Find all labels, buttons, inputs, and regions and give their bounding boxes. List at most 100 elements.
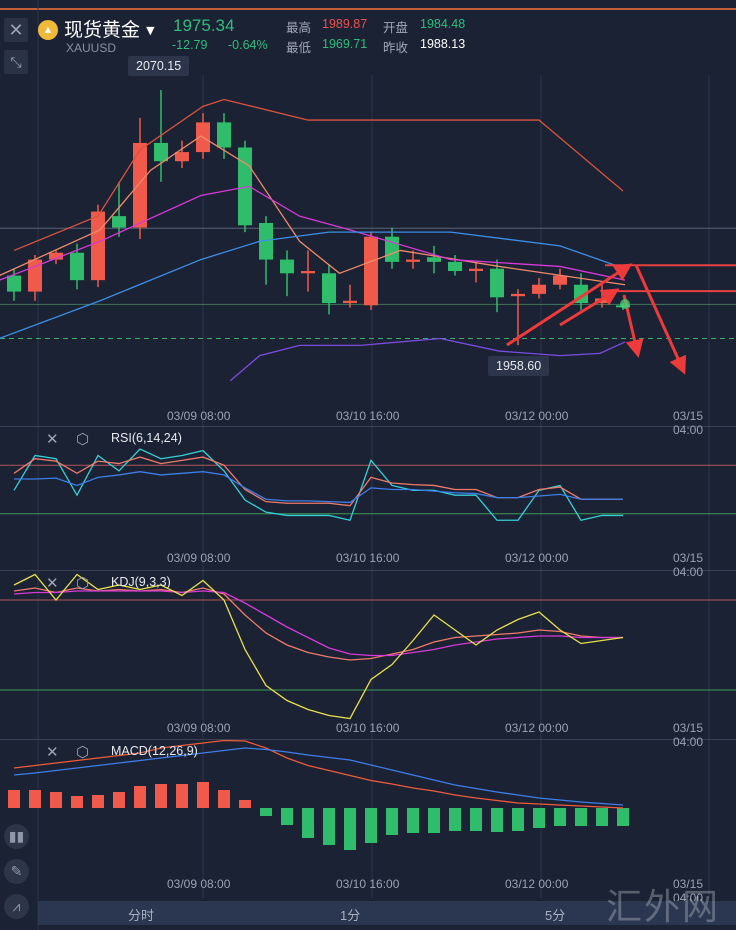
indicator-icon: ⩘: [12, 898, 21, 914]
macd-bar: [533, 808, 545, 828]
drawn-arrow: [506, 263, 633, 347]
macd-bar: [281, 808, 293, 825]
chevron-down-icon: ▼: [146, 24, 155, 37]
prev-close-label: 昨收: [383, 41, 409, 55]
macd-bar: [344, 808, 356, 850]
candle-body: [133, 142, 147, 228]
candle-body: [91, 211, 105, 281]
close-button[interactable]: ✕: [4, 18, 28, 42]
time-axis-label: 03/15 04:00: [673, 551, 704, 579]
close-macd-icon[interactable]: ✕: [46, 744, 59, 761]
time-axis-label: 03/10 16:00: [336, 409, 400, 423]
macd-bar: [575, 808, 587, 826]
collapse-button[interactable]: ⤡: [4, 50, 28, 74]
indicator-line: [13, 587, 623, 661]
symbol: XAUUSD: [66, 41, 117, 55]
candle-body: [469, 268, 483, 272]
kdj-settings-icon[interactable]: ⬡: [76, 575, 90, 592]
moving-average-line: [13, 98, 624, 252]
candle-body: [511, 293, 525, 297]
candle-body: [322, 273, 336, 304]
macd-bar: [596, 808, 608, 826]
draw-tool-button[interactable]: ✎: [4, 859, 29, 884]
candle-body: [490, 268, 504, 298]
candle-body: [364, 236, 378, 306]
candle-body: [532, 284, 546, 294]
close-kdj-icon[interactable]: ✕: [46, 575, 59, 592]
macd-bar: [386, 808, 398, 835]
macd-bar: [239, 800, 251, 808]
candle-body: [7, 275, 21, 292]
candle-body: [301, 271, 315, 274]
low-label: 最低: [286, 41, 312, 55]
macd-settings-icon[interactable]: ⬡: [76, 744, 90, 761]
indicator-line: [14, 471, 623, 504]
tab-5min[interactable]: 5分: [545, 908, 566, 923]
macd-bar: [71, 796, 83, 808]
macd-bar: [92, 795, 104, 808]
gold-icon: ▲: [38, 20, 58, 40]
tab-timeshare[interactable]: 分时: [128, 908, 155, 923]
min-price-callout: 1958.60: [488, 356, 550, 376]
macd-bar: [29, 790, 41, 808]
instrument-selector[interactable]: 现货黄金 ▼: [64, 15, 155, 42]
watermark: 汇外网: [606, 887, 721, 928]
time-axis-label: 03/10 16:00: [336, 877, 400, 891]
rsi-settings-icon[interactable]: ⬡: [76, 431, 90, 448]
macd-bar: [323, 808, 335, 845]
time-axis-label: 03/09 08:00: [167, 409, 231, 423]
time-axis-label: 03/10 16:00: [336, 721, 400, 735]
candle-body: [112, 216, 126, 228]
macd-bar: [197, 782, 209, 808]
candle-body: [70, 252, 84, 281]
candle-body: [217, 122, 231, 148]
macd-bar: [491, 808, 503, 832]
moving-average-line: [0, 185, 626, 281]
high-value: 1989.87: [322, 17, 368, 31]
last-price: 1975.34: [173, 16, 235, 35]
prev-close-value: 1988.13: [420, 37, 466, 51]
rsi-label: RSI(6,14,24): [111, 431, 182, 445]
time-axis-label: 03/15 04:00: [673, 721, 704, 749]
macd-bar: [512, 808, 524, 831]
indicator-button[interactable]: ⩘: [4, 894, 29, 919]
candlestick-type-button[interactable]: ▮▮: [4, 824, 29, 849]
time-axis-label: 03/12 00:00: [505, 409, 569, 423]
time-axis-label: 03/09 08:00: [167, 877, 231, 891]
macd-label: MACD(12,26,9): [111, 744, 198, 758]
macd-line: [13, 747, 624, 806]
macd-bar: [218, 790, 230, 808]
current-price-marker: [620, 299, 630, 309]
candlestick-icon: ▮▮: [8, 828, 25, 844]
tab-1min[interactable]: 1分: [340, 908, 361, 923]
change-percent: -0.64%: [228, 38, 268, 52]
time-axis-label: 03/12 00:00: [505, 877, 569, 891]
indicator-line: [13, 456, 623, 507]
shrink-icon: ⤡: [10, 54, 22, 70]
candle-body: [259, 222, 273, 260]
drawn-arrow: [634, 264, 687, 375]
time-axis-label: 03/15 04:00: [673, 409, 704, 437]
moving-average-line: [229, 337, 626, 382]
close-rsi-icon[interactable]: ✕: [46, 431, 59, 448]
macd-bar: [176, 784, 188, 808]
indicator-line: [13, 573, 624, 720]
open-value: 1984.48: [420, 17, 466, 31]
macd-bar: [155, 784, 167, 808]
candle-body: [154, 142, 168, 162]
max-price-callout: 2070.15: [128, 56, 190, 76]
macd-line: [13, 739, 624, 809]
candle-body: [49, 252, 63, 260]
macd-bar: [449, 808, 461, 831]
macd-bar: [554, 808, 566, 826]
panel-divider: [0, 739, 736, 740]
time-axis-label: 03/10 16:00: [336, 551, 400, 565]
time-axis-label: 03/12 00:00: [505, 721, 569, 735]
macd-bar: [302, 808, 314, 838]
panel-divider: [0, 570, 736, 571]
timeframe-tabs: 分时 1分 5分: [38, 901, 736, 925]
top-border: [0, 8, 736, 10]
instrument-name: 现货黄金: [64, 19, 141, 41]
panel-divider: [0, 426, 736, 427]
